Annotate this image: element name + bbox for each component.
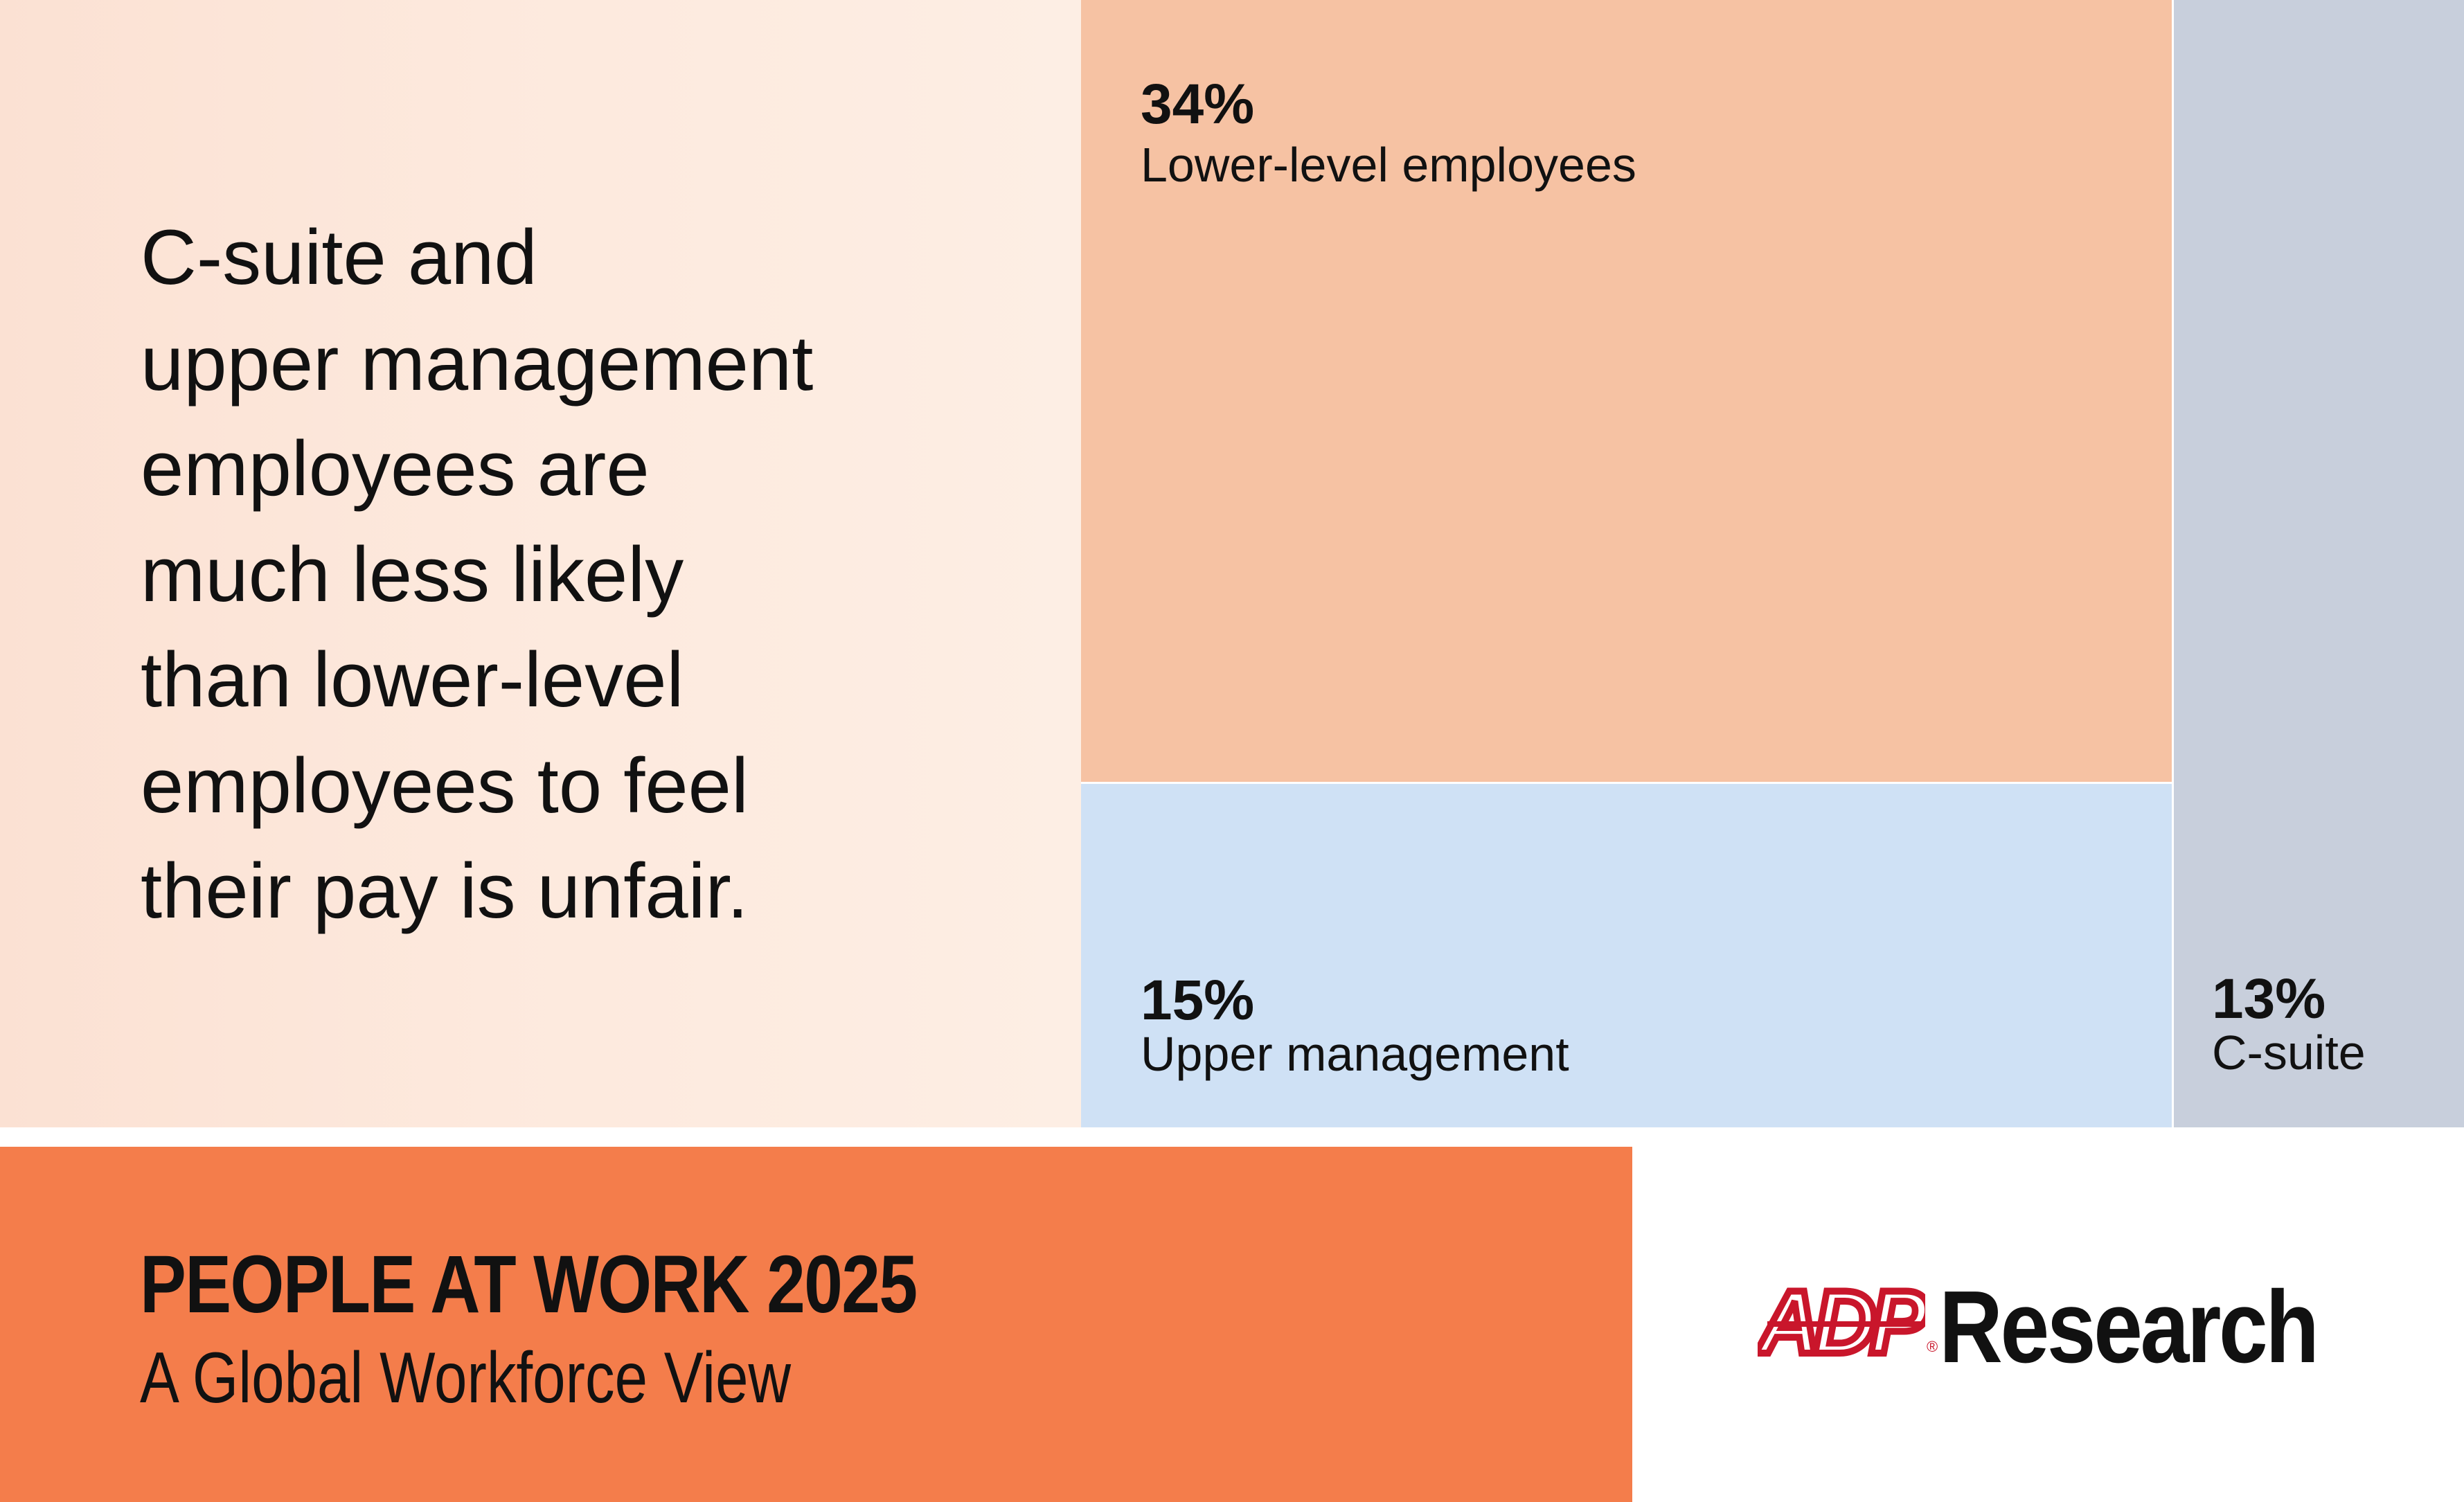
treemap-chart: 34% Lower-level employees 15% Upper managem… (1081, 0, 2464, 1127)
treemap-value-lower-level-employees: 34% (1141, 73, 1255, 136)
headline-text: C-suite and upper management employees a… (141, 214, 814, 934)
adp-research-logo: ADP ® Research (1758, 1276, 2332, 1379)
treemap-label-lower-level-employees: Lower-level employees (1141, 138, 1636, 192)
headline-panel: C-suite and upper management employees a… (0, 0, 1081, 1127)
registered-mark: ® (1927, 1338, 1938, 1355)
treemap-cell-lower-level-employees: 34% Lower-level employees (1081, 0, 2172, 782)
report-subtitle: A Global Workforce View (140, 1338, 792, 1418)
treemap-label-c-suite: C-suite (2212, 1026, 2366, 1080)
treemap-cell-c-suite: 13% C-suite (2174, 0, 2464, 1127)
footer-band (0, 1147, 1632, 1502)
adp-logo-crossbar (1767, 1321, 1921, 1327)
treemap-value-upper-management: 15% (1141, 969, 1255, 1032)
treemap-cell-upper-management: 15% Upper management (1081, 784, 2172, 1127)
main-visual: C-suite and upper management employees a… (0, 0, 2464, 1127)
treemap-label-upper-management: Upper management (1141, 1027, 1569, 1081)
report-title: PEOPLE AT WORK 2025 (140, 1239, 918, 1330)
treemap-value-c-suite: 13% (2212, 967, 2326, 1030)
logo-research-text: Research (1939, 1270, 2319, 1384)
adp-logo-mark: ADP (1758, 1285, 1925, 1361)
